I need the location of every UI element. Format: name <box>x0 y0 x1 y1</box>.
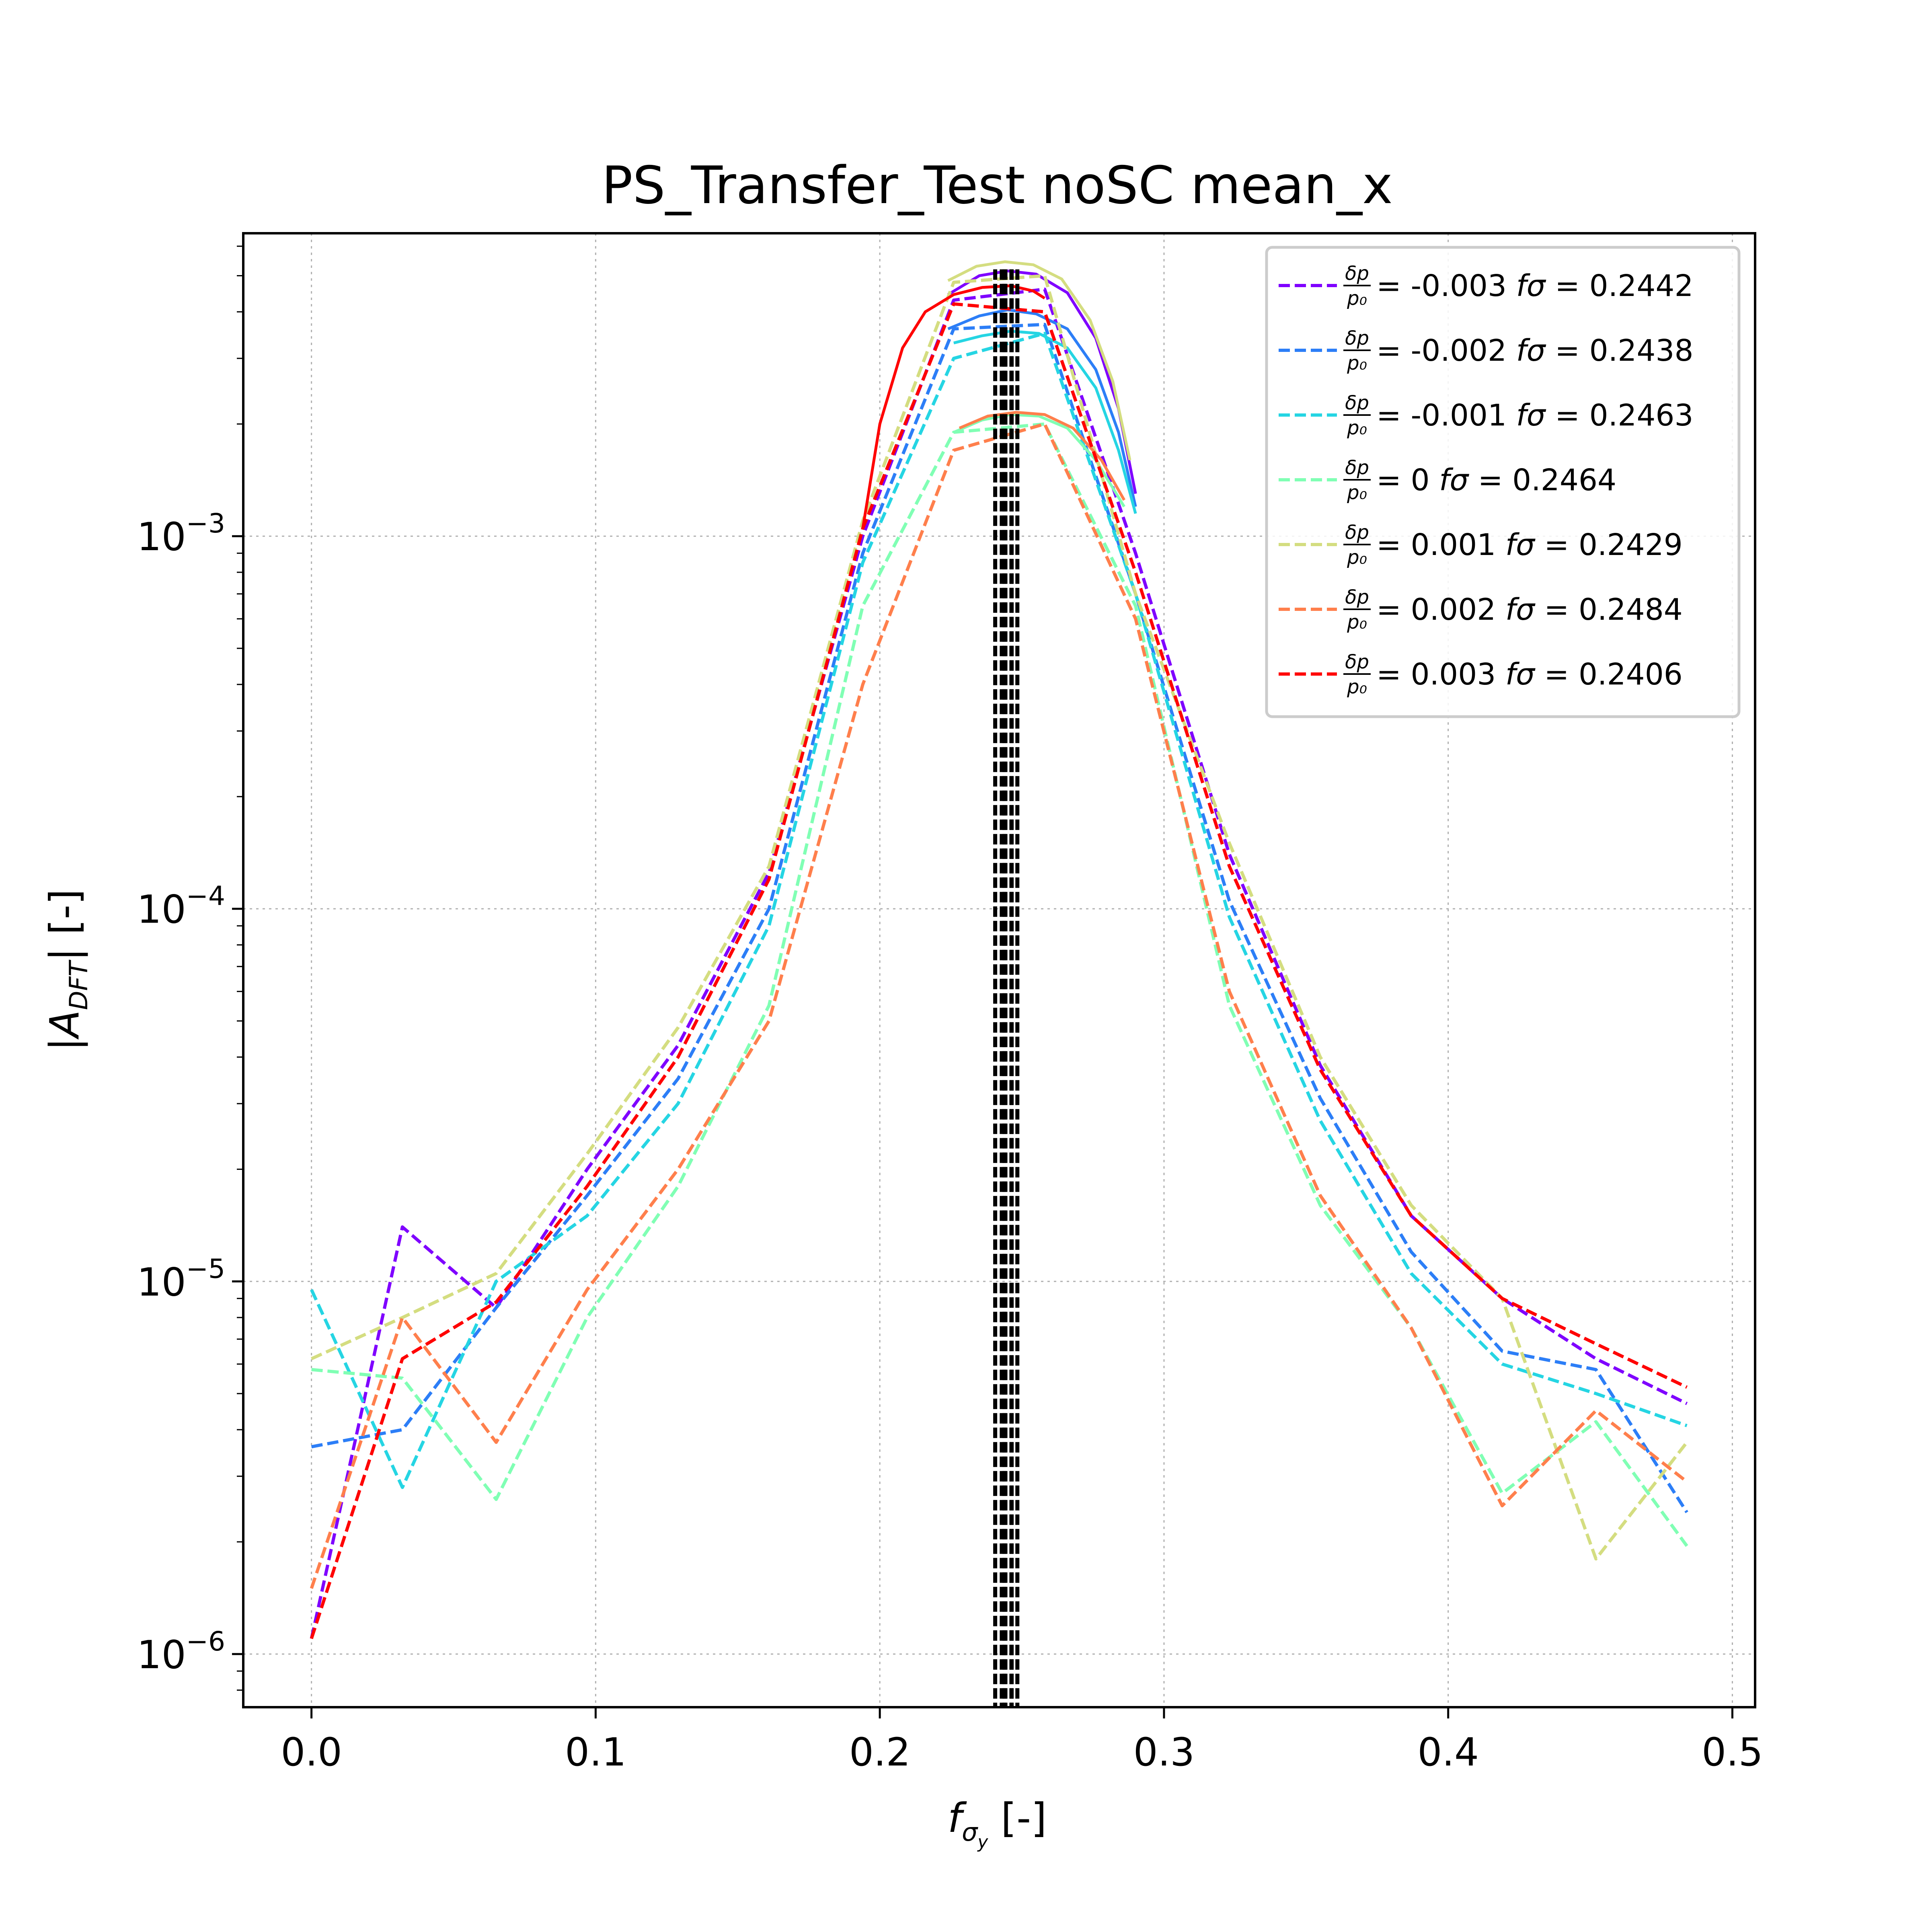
legend-dp-value: 0.001 <box>1411 528 1496 562</box>
legend-frame <box>1265 246 1741 718</box>
legend-entry-label: = -0.001 fσ = 0.2463 <box>1376 398 1694 433</box>
legend-frac-numerator: δp <box>1345 327 1369 349</box>
legend-frac-denominator: p₀ <box>1347 352 1367 374</box>
x-tick-label: 0.3 <box>1133 1730 1195 1775</box>
legend-entry-label: = 0.002 fσ = 0.2484 <box>1376 592 1683 627</box>
legend-fsigma-value: 0.2438 <box>1589 333 1694 368</box>
legend-dp-value: -0.002 <box>1411 333 1507 368</box>
y-tick-base: 10 <box>137 887 186 932</box>
legend-fsigma-value: 0.2429 <box>1579 528 1683 562</box>
legend-fsigma-value: 0.2464 <box>1512 463 1616 497</box>
legend-entry-label: = -0.003 fσ = 0.2442 <box>1376 269 1694 303</box>
tick-layer: 0.0 0.1 0.2 0.3 0.4 0.510−310−410−510−6 <box>137 245 1763 1775</box>
legend-fsigma-value: 0.2442 <box>1589 269 1694 303</box>
legend-entry-label: = 0 fσ = 0.2464 <box>1376 463 1616 497</box>
x-tick-label: 0.4 <box>1417 1730 1479 1775</box>
series-peak-fit-4 <box>947 260 1131 460</box>
series-line-3 <box>311 422 1688 1547</box>
series-peak-fit-1 <box>947 308 1137 507</box>
legend-frac-numerator: δp <box>1345 521 1369 544</box>
y-tick-label: 10−5 <box>137 1253 225 1305</box>
y-tick-base: 10 <box>137 1632 186 1677</box>
series-line-4 <box>310 274 1688 1561</box>
series-line-2 <box>310 332 1688 1489</box>
legend-fsigma-value: 0.2406 <box>1579 657 1683 692</box>
series-peak-fit-5 <box>959 411 1126 501</box>
legend-entry-label: = -0.002 fσ = 0.2438 <box>1376 333 1694 368</box>
y-tick-base: 10 <box>137 1260 186 1305</box>
legend-frac-denominator: p₀ <box>1347 676 1367 698</box>
x-tick-label: 0.1 <box>565 1730 626 1775</box>
series-line-6 <box>310 302 1688 1639</box>
series-line-1 <box>311 323 1688 1513</box>
chart-title: PS_Transfer_Test noSC mean_x <box>602 156 1392 216</box>
legend-frac-denominator: p₀ <box>1347 287 1367 310</box>
y-tick-exponent: −5 <box>186 1253 225 1284</box>
series-line-5 <box>310 422 1688 1589</box>
y-tick-exponent: −4 <box>186 881 225 912</box>
legend-frac-numerator: δp <box>1345 456 1369 479</box>
legend-entry-label: = 0.001 fσ = 0.2429 <box>1376 528 1683 562</box>
legend-dp-value: 0 <box>1411 463 1430 497</box>
legend-fsigma-value: 0.2463 <box>1589 398 1694 433</box>
legend-frac-numerator: δp <box>1345 262 1369 285</box>
x-tick-label: 0.2 <box>849 1730 911 1775</box>
y-tick-label: 10−4 <box>137 881 225 932</box>
legend-dp-value: -0.001 <box>1411 398 1507 433</box>
series-peak-fit-6 <box>861 284 1045 529</box>
legend-frac-denominator: p₀ <box>1347 611 1367 633</box>
y-tick-exponent: −3 <box>186 508 225 539</box>
y-tick-label: 10−6 <box>137 1626 225 1677</box>
legend-frac-denominator: p₀ <box>1347 481 1367 504</box>
legend-dp-value: 0.002 <box>1411 592 1496 627</box>
legend-frac-numerator: δp <box>1345 651 1369 673</box>
series-layer <box>310 260 1688 1639</box>
plot-frame <box>242 232 1756 1708</box>
x-tick-label: 0.5 <box>1702 1730 1763 1775</box>
legend-fsigma-value: 0.2484 <box>1579 592 1683 627</box>
legend-dp-value: -0.003 <box>1411 269 1507 303</box>
legend-frac-denominator: p₀ <box>1347 417 1367 439</box>
legend-dp-value: 0.003 <box>1411 657 1496 692</box>
legend-entry-label: = 0.003 fσ = 0.2406 <box>1376 657 1683 692</box>
legend-frac-numerator: δp <box>1345 392 1369 414</box>
legend-frac-numerator: δp <box>1345 586 1369 608</box>
legend-frac-denominator: p₀ <box>1347 546 1367 569</box>
y-tick-base: 10 <box>137 514 186 559</box>
fsigma-vline-layer <box>993 269 1020 1707</box>
y-tick-label: 10−3 <box>137 508 225 559</box>
x-tick-label: 0.0 <box>281 1730 342 1775</box>
y-tick-exponent: −6 <box>186 1626 225 1657</box>
